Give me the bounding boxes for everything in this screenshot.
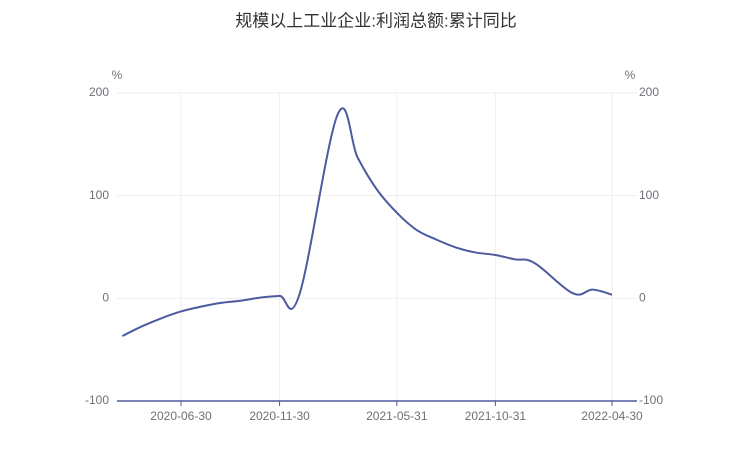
y-tick-label: 200 — [89, 85, 109, 99]
y-unit: % — [112, 68, 123, 82]
y-tick-label: 100 — [89, 188, 109, 202]
y2-unit: % — [625, 68, 636, 82]
y-tick-label: -100 — [85, 393, 109, 407]
chart-title: 规模以上工业企业:利润总额:累计同比 — [235, 11, 516, 30]
y2-tick-label: 100 — [639, 188, 659, 202]
line-series — [121, 107, 613, 337]
y2-tick-label: -100 — [639, 393, 663, 407]
x-tick-label: 2022-04-30 — [581, 409, 643, 423]
y-tick-label: 0 — [102, 291, 109, 305]
y2-tick-label: 200 — [639, 85, 659, 99]
x-tick-label: 2020-11-30 — [249, 409, 310, 423]
x-tick-label: 2020-06-30 — [150, 409, 212, 423]
x-tick-label: 2021-10-31 — [465, 409, 527, 423]
y2-tick-label: 0 — [639, 291, 646, 305]
x-tick-label: 2021-05-31 — [366, 409, 428, 423]
